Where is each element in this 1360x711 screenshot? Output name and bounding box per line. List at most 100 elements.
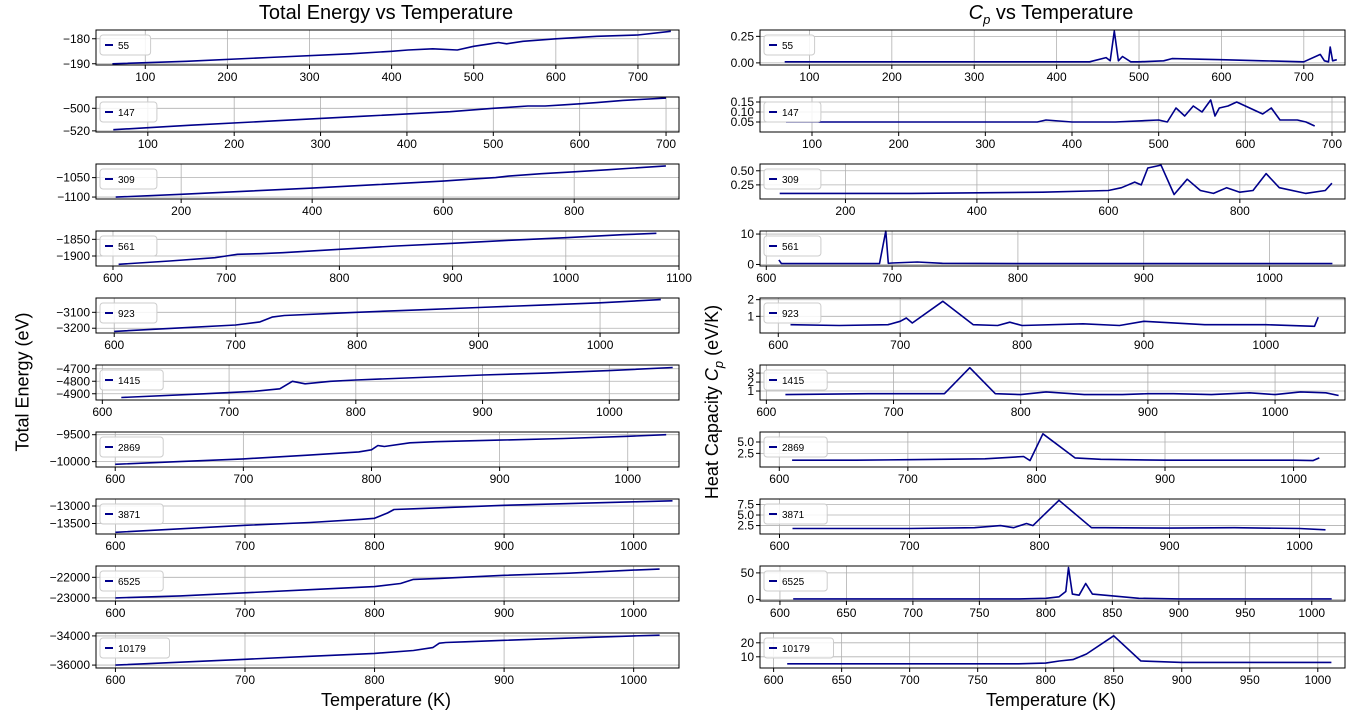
x-tick-label: 700 <box>898 472 918 486</box>
series-line <box>787 634 1332 665</box>
x-tick-label: 700 <box>890 338 910 352</box>
axes-frame <box>95 431 680 468</box>
legend-label: 561 <box>118 242 135 253</box>
left-y-axis-label: Total Energy (eV) <box>12 312 33 452</box>
legend-label: 6525 <box>782 577 805 588</box>
x-tick-label: 1000 <box>1262 405 1289 419</box>
x-tick-label: 700 <box>882 271 902 285</box>
x-tick-label: 650 <box>836 606 856 620</box>
x-tick-label: 800 <box>1012 338 1032 352</box>
left-panel-309: 200 400 600 800 −1050 −1100 309 <box>56 163 680 218</box>
x-tick-label: 850 <box>1102 606 1122 620</box>
x-tick-label: 200 <box>835 204 855 218</box>
x-tick-label: 800 <box>564 204 584 218</box>
y-tick-label: 0.25 <box>731 178 755 192</box>
x-tick-label: 700 <box>656 137 676 151</box>
axes-frame <box>759 29 1346 66</box>
y-tick-label: 0 <box>747 257 754 271</box>
legend-label: 923 <box>118 309 135 320</box>
legend-label: 6525 <box>118 577 141 588</box>
left-panel-1415: 600 700 800 900 1000 −4700−4800−4900 1415 <box>56 362 680 419</box>
x-tick-label: 800 <box>361 472 381 486</box>
legend-label: 10179 <box>782 644 810 655</box>
y-tick-label: 3 <box>747 366 754 380</box>
x-tick-label: 950 <box>1235 606 1255 620</box>
axes-frame <box>95 364 680 401</box>
legend-box <box>99 302 158 324</box>
x-tick-label: 800 <box>1008 271 1028 285</box>
x-tick-label: 700 <box>903 606 923 620</box>
axes-frame <box>95 297 680 334</box>
x-tick-label: 800 <box>347 338 367 352</box>
left-panel-3871: 600 700 800 900 1000 −13000 −13500 3871 <box>50 498 680 553</box>
axes-frame <box>95 96 680 133</box>
y-tick-label: −10000 <box>50 455 91 469</box>
x-tick-label: 600 <box>1211 70 1231 84</box>
x-tick-label: 300 <box>311 137 331 151</box>
x-tick-label: 700 <box>216 271 236 285</box>
x-tick-label: 900 <box>494 673 514 687</box>
series-line <box>115 433 667 466</box>
legend-box <box>763 235 822 257</box>
y-tick-label: −9500 <box>56 428 90 442</box>
x-tick-label: 900 <box>1159 539 1179 553</box>
right-panel-1415: 600 700 800 900 1000 123 1415 <box>747 364 1346 419</box>
x-tick-label: 600 <box>103 271 123 285</box>
legend-box <box>763 101 822 123</box>
axes-frame <box>95 163 680 200</box>
series-line <box>792 432 1320 462</box>
y-tick-label: 0.50 <box>731 164 755 178</box>
x-tick-label: 1000 <box>620 673 647 687</box>
x-tick-label: 600 <box>105 539 125 553</box>
y-tick-label: −4900 <box>56 387 90 401</box>
x-tick-label: 600 <box>570 137 590 151</box>
x-tick-label: 300 <box>964 70 984 84</box>
x-tick-label: 1000 <box>1280 472 1307 486</box>
legend-label: 561 <box>782 242 799 253</box>
x-tick-label: 600 <box>105 472 125 486</box>
left-panel-561: 600 700 800 900 1000 1100 −1850 −1900 561 <box>56 230 692 285</box>
series-line <box>778 230 1333 265</box>
series-line <box>793 566 1332 600</box>
x-tick-label: 600 <box>770 606 790 620</box>
x-tick-label: 400 <box>1047 70 1067 84</box>
y-tick-label: −22000 <box>50 570 91 584</box>
legend-box <box>99 637 170 659</box>
x-tick-label: 850 <box>1104 673 1124 687</box>
x-tick-label: 100 <box>799 70 819 84</box>
axes-frame <box>759 163 1346 200</box>
x-tick-label: 600 <box>92 405 112 419</box>
y-tick-label: −1900 <box>56 249 90 263</box>
x-tick-label: 200 <box>889 137 909 151</box>
x-tick-label: 700 <box>235 673 255 687</box>
legend-box <box>763 34 816 56</box>
x-tick-label: 500 <box>483 137 503 151</box>
x-tick-label: 600 <box>769 472 789 486</box>
x-tick-label: 100 <box>135 70 155 84</box>
series-line <box>115 634 660 666</box>
x-tick-label: 1000 <box>596 405 623 419</box>
x-tick-label: 100 <box>138 137 158 151</box>
legend-label: 309 <box>118 175 135 186</box>
x-tick-label: 400 <box>302 204 322 218</box>
axes-frame <box>759 498 1346 535</box>
y-tick-label: −1100 <box>57 190 90 204</box>
x-tick-label: 400 <box>382 70 402 84</box>
legend-box <box>763 637 834 659</box>
legend-box <box>763 436 828 458</box>
axes-frame <box>759 364 1346 401</box>
x-tick-label: 700 <box>235 606 255 620</box>
right-panel-561: 600 700 800 900 1000 0 10 561 <box>741 227 1346 285</box>
y-tick-label: −34000 <box>50 629 91 643</box>
x-tick-label: 900 <box>490 472 510 486</box>
x-tick-label: 600 <box>756 405 776 419</box>
x-tick-label: 200 <box>224 137 244 151</box>
x-tick-label: 500 <box>1149 137 1169 151</box>
x-tick-label: 800 <box>1011 405 1031 419</box>
x-tick-label: 900 <box>1172 673 1192 687</box>
right-x-axis-label: Temperature (K) <box>985 690 1117 710</box>
x-tick-label: 600 <box>1235 137 1255 151</box>
x-tick-label: 600 <box>105 673 125 687</box>
x-tick-label: 800 <box>365 606 385 620</box>
